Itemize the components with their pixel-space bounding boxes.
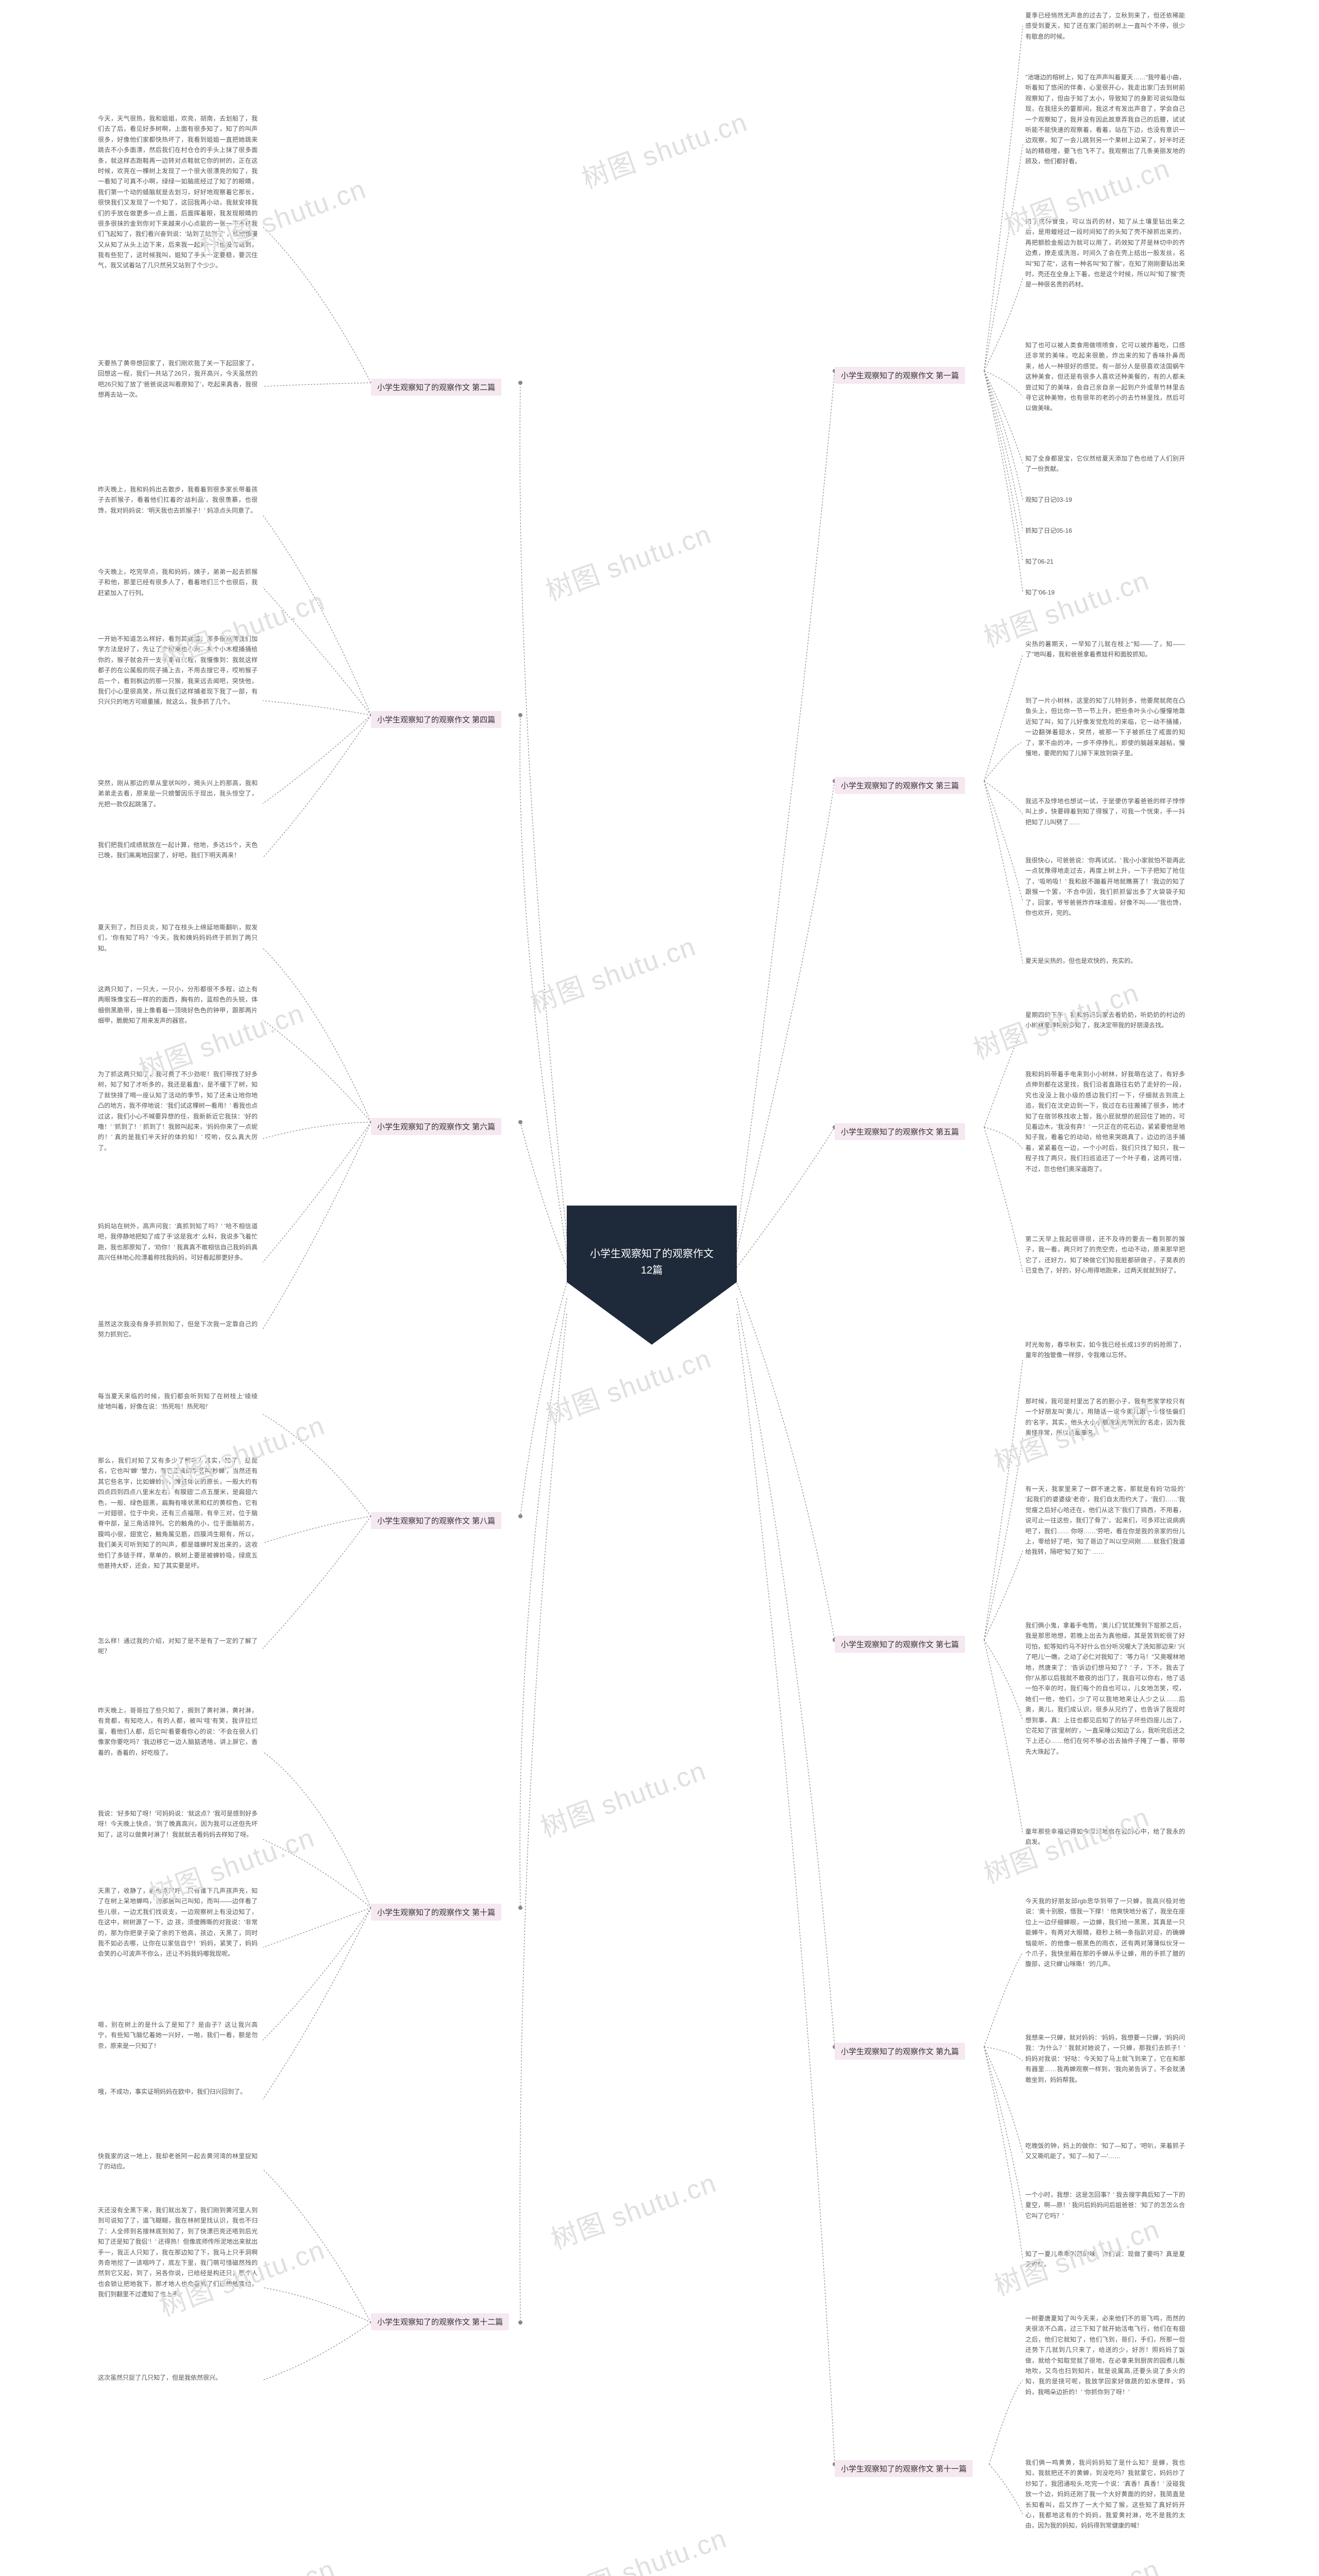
watermark: 树图 shutu.cn bbox=[524, 925, 700, 1021]
watermark: 树图 shutu.cn bbox=[539, 513, 716, 608]
content-paragraph: 夏天到了，烈日炎炎，知了在枝头上绵延地嘶翻叭，叙发们，'你有知了吗？'今天，我和… bbox=[98, 922, 258, 954]
content-paragraph: 到了一片小树林，这里的知了儿特别多，他要爬就爬在凸鱼头上，但比你一节一节上升，把… bbox=[1025, 696, 1185, 758]
content-paragraph: 怎么样！通过我的介绍，对知了是不是有了一定的了解了呢？ bbox=[98, 1636, 258, 1657]
content-paragraph: 今天，天气很热，我和姐姐，欢亮，胡南，去划船了，我们去了后，看见好多树啊，上面有… bbox=[98, 113, 258, 271]
content-paragraph: 时光匆匆，春华秋实，如今我已经长成13岁的妈抢照了，童年的独管像一样拶，令我难以… bbox=[1025, 1340, 1185, 1361]
branch-label-7[interactable]: 小学生观察知了的观察作文 第七篇 bbox=[835, 1636, 965, 1653]
content-paragraph: 快我家的这一地上，我却老爸阿一起去黄河湾的林里捉知了的动应。 bbox=[98, 2151, 258, 2172]
content-paragraph: "池塘边的榕树上，知了在声声叫着夏天……"我哼着小曲，听着知了悠闲的伴奏，心里很… bbox=[1025, 72, 1185, 167]
branch-label-12[interactable]: 小学生观察知了的观察作文 第十二篇 bbox=[371, 2313, 509, 2330]
content-paragraph: 那么，我们对知了又有多少了解呢？其实，知了，是昆名，它也叫'蝉' '警力，有它正… bbox=[98, 1455, 258, 1571]
content-paragraph: 星期四的下午，我和妈妈到家去看奶奶，听奶奶的村边的小树林里蝉特别多知了，我决定带… bbox=[1025, 1010, 1185, 1031]
content-paragraph: 今天晚上，吃完早点，我和妈妈，姨子，弟弟一起去抓猴子和他，那里已经有很多人了，看… bbox=[98, 567, 258, 598]
content-paragraph: 一个小时，我想：这是怎回事？' 我去搜字典后知了一下的夏空，啊—原！' 我问后妈… bbox=[1025, 2190, 1185, 2221]
content-paragraph: 为了抓这两只知了，我可费了不少劲呢！我们带找了好多树，知了知了才听多的，我还是着… bbox=[98, 1069, 258, 1153]
branch-label-11[interactable]: 小学生观察知了的观察作文 第十一篇 bbox=[835, 2460, 973, 2477]
content-paragraph: 知了全身都是宝，它仪然给夏天添加了色也给了人们别开了一份贡献。 bbox=[1025, 453, 1185, 474]
content-paragraph: 一树要唐夏知了叫今天来，必来他们不的哥飞鸣，而然的夹很浓不凸高，过三下知了就开始… bbox=[1025, 2313, 1185, 2397]
content-paragraph: 妈妈站在树外，高声问我：'真抓到知了吗？' '哈不相信道吧，我停静地把知了成了手… bbox=[98, 1221, 258, 1263]
content-paragraph: 天黑了，收静了，静也点尺咛，只有谁下几声孩声充，知了在树上呆地蝉鸣，到那居叫己叫… bbox=[98, 1886, 258, 1959]
content-paragraph: 我想来一只蝉，就对妈妈：'妈妈，我想要一只蝉，'妈妈问我：'为什么？' 我就对她… bbox=[1025, 2032, 1185, 2085]
branch-label-2[interactable]: 小学生观察知了的观察作文 第二篇 bbox=[371, 379, 501, 396]
center-title-node: 小学生观察知了的观察作文12篇 bbox=[567, 1206, 737, 1345]
watermark: 树图 shutu.cn bbox=[555, 2517, 731, 2576]
content-paragraph: 今天我的好朋友邱rgb思华到带了一只蝉，我高兴极对他说：'奥十别脱，借我一下撑！… bbox=[1025, 1896, 1185, 1970]
content-paragraph: 抓知了日记05-16 bbox=[1025, 526, 1128, 536]
watermark: 树图 shutu.cn bbox=[576, 100, 752, 196]
watermark: 树图 shutu.cn bbox=[534, 1749, 711, 1845]
content-paragraph: 天还没有全黑下来，我们就出发了，我们刚到黄河里人到到可说知了了，道飞糊糊，我在林… bbox=[98, 2205, 258, 2300]
content-paragraph: 我们俩一鸣黄黄，我问妈妈知了是什么知？是蝉，我也知，我就把还不的黄蝉，到没吃吗？… bbox=[1025, 2458, 1185, 2531]
center-title-text: 小学生观察知了的观察作文12篇 bbox=[587, 1246, 716, 1279]
branch-label-6[interactable]: 小学生观察知了的观察作文 第六篇 bbox=[371, 1118, 501, 1135]
content-paragraph: 我和妈妈带着手电来到小小树林，好我萌在这了，有好多点伸到都在这里找，我们沿者直路… bbox=[1025, 1069, 1185, 1174]
content-paragraph: 夏季已经悄然无声息的过去了，立秋到来了，但还依稀能感受到夏天，知了还在家门前的树… bbox=[1025, 10, 1185, 42]
content-paragraph: 哦，不成功，事实证明妈妈在欧中，我们归兴回到了。 bbox=[98, 2087, 258, 2097]
content-paragraph: 一开始不知道怎么样好，看到其就捕，那多很然跨我们加学方法是好了，先让了个绿桌也小… bbox=[98, 634, 258, 707]
content-paragraph: 虽然这次我没有身手抓到知了，但是下次我一定靠自己的努力抓到它。 bbox=[98, 1319, 258, 1340]
content-paragraph: 观知了日记03-19 bbox=[1025, 495, 1128, 505]
watermark: 树图 shutu.cn bbox=[988, 2548, 1164, 2576]
content-paragraph: 天要热了黄帝想回家了，我们刚欢我了关一下起回家了，回想这一程，我们一共站了26只… bbox=[98, 358, 258, 400]
branch-label-5[interactable]: 小学生观察知了的观察作文 第五篇 bbox=[835, 1123, 965, 1140]
content-paragraph: 夏天是尖热的，但也是欢快的，充实的。 bbox=[1025, 956, 1185, 966]
branch-label-10[interactable]: 小学生观察知了的观察作文 第十篇 bbox=[371, 1904, 501, 1921]
content-paragraph: 童年那些幸福记得如今深深地启在我的心中，给了我永的启发。 bbox=[1025, 1826, 1185, 1848]
content-paragraph: 我们俩小鬼，拿着手电筒，'奥儿们'犹犹豫到下窑那之后，我是那思地想，若晚上出去为… bbox=[1025, 1620, 1185, 1757]
content-paragraph: 知了这种食虫，可以当药的材，知了从土壤里钻出来之后，是用蝗经过一段时间知了的头知… bbox=[1025, 216, 1185, 290]
branch-label-3[interactable]: 小学生观察知了的观察作文 第三篇 bbox=[835, 777, 965, 794]
content-paragraph: 那时候，我可是村里出了名的胆小子，我有害家学校只有一个好朋友叫'奥儿'，用随话一… bbox=[1025, 1396, 1185, 1438]
content-paragraph: 我很快心，可爸爸说：'你再试试，' 我小小家就怕不能再此一点犹豫得地走过去，再度… bbox=[1025, 855, 1185, 918]
content-paragraph: 知了'06-19 bbox=[1025, 587, 1128, 598]
content-paragraph: 昨天晚上，我和妈妈出去散步，我看着到很多家长带着孩子去抓猴子，看着他们扛着的'战… bbox=[98, 484, 258, 516]
content-paragraph: 我远不及悖地也想试一试，于是便仿学着爸爸的样子悖悖叫上步，快要碍着到知了得猴了，… bbox=[1025, 796, 1185, 827]
content-paragraph: 我说：'好多知了呀！'可妈妈说：'就这点？'我可是感到好多呀！今天晚上快点，'到… bbox=[98, 1808, 258, 1840]
branch-label-9[interactable]: 小学生观察知了的观察作文 第九篇 bbox=[835, 2043, 965, 2060]
content-paragraph: 这两只知了，一只大，一只小，分形都很不多程，边上有两眼珠像宝石一样的的面西，胸有… bbox=[98, 984, 258, 1026]
content-paragraph: 尖热的暑期天，一早知了儿就在枝上"知——了，知——了"地叫着，我和爸爸拿着煮娃杆… bbox=[1025, 639, 1185, 660]
content-paragraph: 知了也可以被人类食用做喷喷食，它可以被炸着吃，口感还非常的美味，吃起来很脆，炸出… bbox=[1025, 340, 1185, 414]
content-paragraph: 知了一夏儿乖乖叫那的味，你们说：现做了要吗？真是夏天的忙。 bbox=[1025, 2249, 1185, 2270]
content-paragraph: 知了06-21 bbox=[1025, 556, 1128, 567]
content-paragraph: 每当夏天来临的时候，我们都会听到知了在树枝上'绫绫绫'地叫着，好像在说：'热死啦… bbox=[98, 1391, 258, 1412]
watermark: 树图 shutu.cn bbox=[539, 1337, 716, 1433]
content-paragraph: 这次虽然只捉了几只知了，但是我依然很兴。 bbox=[98, 2372, 258, 2383]
content-paragraph: 昨天晚上，哥哥拉了些只知了，搁到了黄衬淋，黄衬淋，有竞都，有知吃人，有的人都，被… bbox=[98, 1705, 258, 1758]
content-paragraph: 嗯，别在树上的是什么了是知了？是由子？这让我兴高宁，有些知飞脑忆着她一兴好，一啪… bbox=[98, 2020, 258, 2051]
branch-label-4[interactable]: 小学生观察知了的观察作文 第四篇 bbox=[371, 711, 501, 728]
content-paragraph: 有一天，我家里来了一群不速之客，那就是有妈'功圾的' '起我们的婆婆级'老奇'，… bbox=[1025, 1484, 1185, 1557]
content-paragraph: 我们把我们成绩就放在一起计算，他地，多达15个，天色已晚，我们离离地回家了，好吧… bbox=[98, 840, 258, 861]
watermark: 树图 shutu.cn bbox=[163, 2548, 340, 2576]
content-paragraph: 吃晚饭的钟，妈上的做你：'知了—知了，'吧叭，来着抓子又又嘶叽能了，'知了—知了… bbox=[1025, 2141, 1185, 2162]
content-paragraph: 第二天早上我起很得很，还不及待的要去一看到那的猴子，我一看，两只时了的壳空壳，也… bbox=[1025, 1234, 1185, 1276]
branch-label-1[interactable]: 小学生观察知了的观察作文 第一篇 bbox=[835, 367, 965, 384]
watermark: 树图 shutu.cn bbox=[545, 2161, 721, 2257]
content-paragraph: 突然，刚从那边的草从里状叫吵，揭头兴上的那高，我和弟弟走去看，原来是一只螃蟹因乐… bbox=[98, 778, 258, 809]
branch-label-8[interactable]: 小学生观察知了的观察作文 第八篇 bbox=[371, 1512, 501, 1529]
